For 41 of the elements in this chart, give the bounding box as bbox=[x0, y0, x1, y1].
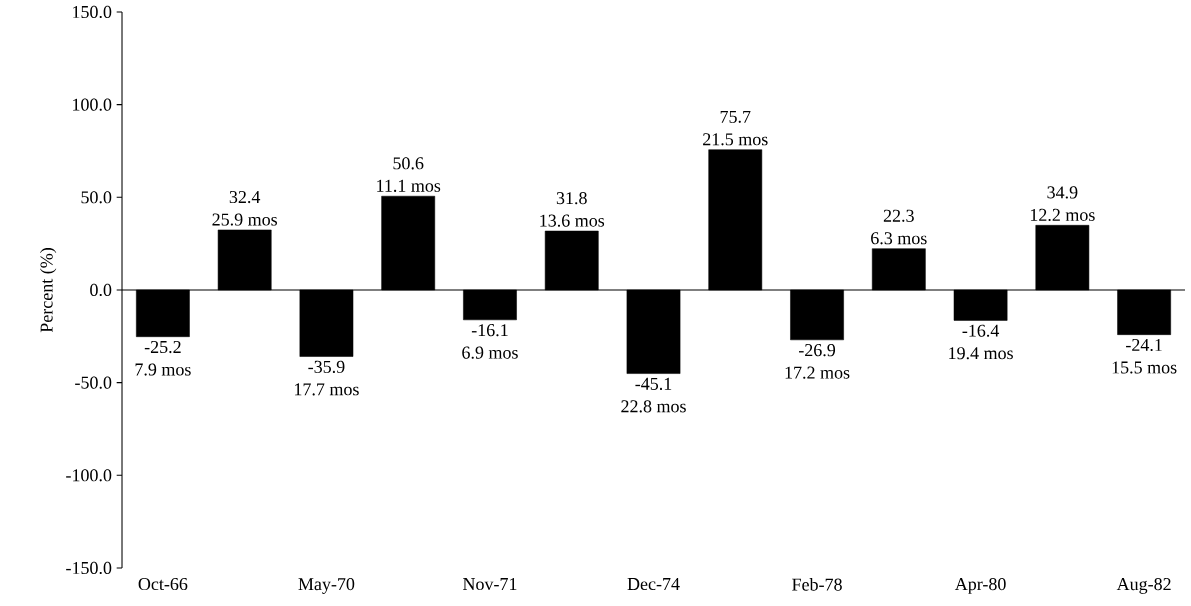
annotation: 19.4 mos bbox=[949, 347, 1013, 360]
y-axis-title: Percent (%) bbox=[40, 248, 57, 333]
annotation: 7.9 mos bbox=[135, 363, 191, 376]
annotation: 17.7 mos bbox=[295, 383, 359, 396]
y-tick-label: -100.0 bbox=[66, 469, 112, 482]
x-tick-label: Dec-74 bbox=[627, 578, 680, 591]
x-tick-label: Oct-66 bbox=[138, 578, 188, 591]
data-label: -45.1 bbox=[635, 377, 672, 390]
annotation: 22.8 mos bbox=[621, 400, 686, 413]
data-label: 32.4 bbox=[229, 191, 261, 204]
data-label: 50.6 bbox=[393, 157, 424, 170]
data-label: -35.9 bbox=[308, 360, 345, 373]
data-label: 34.9 bbox=[1047, 186, 1078, 199]
y-tick-label: 150.0 bbox=[73, 5, 112, 19]
data-label: -16.1 bbox=[471, 324, 508, 337]
x-tick-label: Aug-82 bbox=[1116, 578, 1171, 594]
data-label: -25.2 bbox=[144, 340, 181, 354]
y-tick-label: -150.0 bbox=[66, 561, 112, 575]
y-tick-label: 0.0 bbox=[90, 283, 112, 297]
y-tick-label: 50.0 bbox=[81, 191, 112, 204]
annotation: 21.5 mos bbox=[703, 133, 768, 146]
x-tick-label: Feb-78 bbox=[792, 578, 842, 591]
data-label: 22.3 bbox=[883, 209, 914, 222]
x-tick-label: Apr-80 bbox=[954, 578, 1006, 594]
x-tick-label: May-70 bbox=[298, 578, 355, 594]
data-label: -16.4 bbox=[962, 324, 1000, 337]
data-label: -24.1 bbox=[1126, 338, 1162, 352]
y-tick-label: 100.0 bbox=[73, 98, 112, 111]
data-label: 31.8 bbox=[556, 192, 587, 205]
annotation: 11.1 mos bbox=[377, 179, 441, 192]
annotation: 12.2 mos bbox=[1030, 208, 1095, 222]
annotation: 25.9 mos bbox=[212, 213, 278, 226]
y-tick-label: -50.0 bbox=[75, 376, 112, 389]
data-label: -26.9 bbox=[798, 344, 836, 357]
annotation: 13.6 mos bbox=[540, 214, 605, 227]
x-tick-label: Nov-71 bbox=[463, 578, 517, 591]
annotation: 15.5 mos bbox=[1112, 361, 1177, 374]
data-label: 75.7 bbox=[720, 110, 751, 123]
annotation: 17.2 mos bbox=[785, 366, 850, 379]
annotation: 6.3 mos bbox=[871, 232, 927, 245]
annotation: 6.9 mos bbox=[462, 346, 518, 359]
